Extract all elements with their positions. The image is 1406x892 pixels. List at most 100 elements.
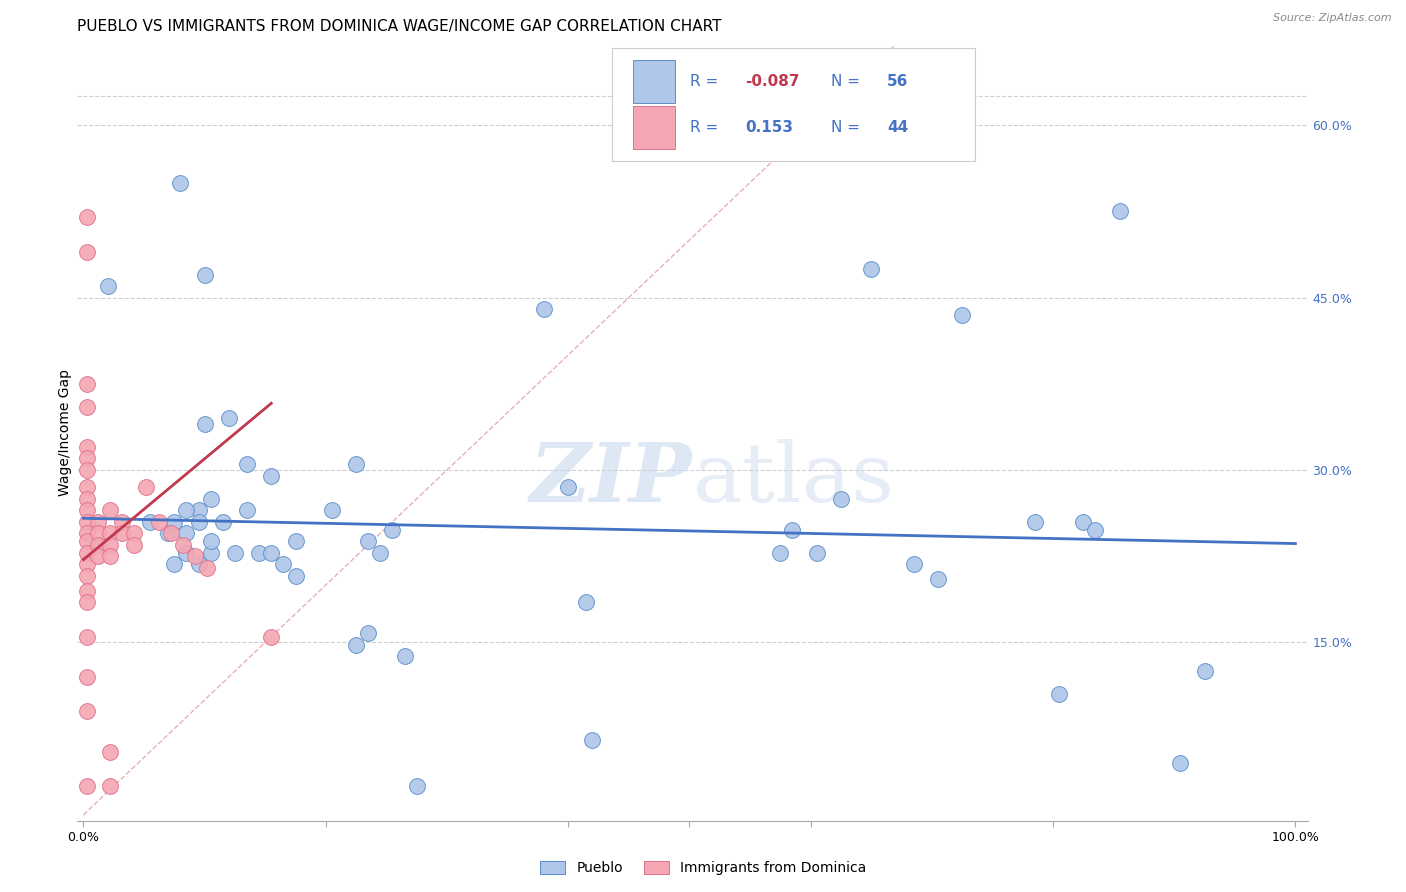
Text: atlas: atlas xyxy=(693,439,894,519)
Text: N =: N = xyxy=(831,74,865,89)
Point xyxy=(1073,515,1095,529)
Point xyxy=(1084,523,1107,537)
Point xyxy=(76,480,98,494)
Point xyxy=(157,526,180,541)
Point xyxy=(76,463,98,477)
Point xyxy=(163,515,186,529)
Point xyxy=(76,440,98,454)
Point xyxy=(1108,204,1130,219)
Point xyxy=(1168,756,1191,771)
Point xyxy=(224,546,246,560)
Point xyxy=(830,491,852,506)
Point xyxy=(176,546,198,560)
Point xyxy=(76,546,98,560)
Point xyxy=(76,558,98,572)
Point xyxy=(176,503,198,517)
Point xyxy=(195,560,218,574)
Point xyxy=(769,546,792,560)
Point xyxy=(111,526,134,541)
Point xyxy=(284,534,307,549)
Point xyxy=(1047,687,1070,701)
Text: Source: ZipAtlas.com: Source: ZipAtlas.com xyxy=(1274,13,1392,23)
Point xyxy=(76,400,98,414)
Point xyxy=(98,549,121,564)
Point xyxy=(76,630,98,644)
Point xyxy=(87,538,110,552)
Point xyxy=(76,534,98,549)
Point xyxy=(321,503,343,517)
Point xyxy=(860,261,883,276)
Point xyxy=(87,526,110,541)
Point xyxy=(98,538,121,552)
FancyBboxPatch shape xyxy=(634,106,675,149)
Point xyxy=(247,546,270,560)
Y-axis label: Wage/Income Gap: Wage/Income Gap xyxy=(58,369,72,496)
Point xyxy=(357,626,380,640)
Point xyxy=(194,417,217,431)
Point xyxy=(1194,664,1216,678)
Point xyxy=(950,308,973,322)
Point xyxy=(581,733,603,747)
Point xyxy=(394,649,416,664)
Point xyxy=(87,549,110,564)
Text: R =: R = xyxy=(690,120,723,136)
Point xyxy=(76,705,98,719)
FancyBboxPatch shape xyxy=(634,61,675,103)
Text: R =: R = xyxy=(690,74,723,89)
Point xyxy=(97,279,120,293)
Text: PUEBLO VS IMMIGRANTS FROM DOMINICA WAGE/INCOME GAP CORRELATION CHART: PUEBLO VS IMMIGRANTS FROM DOMINICA WAGE/… xyxy=(77,19,721,34)
Point xyxy=(184,549,207,564)
Point xyxy=(236,457,259,471)
Text: ZIP: ZIP xyxy=(530,439,693,519)
Point xyxy=(98,745,121,759)
Text: 44: 44 xyxy=(887,120,908,136)
Point xyxy=(124,526,146,541)
Point xyxy=(124,538,146,552)
Point xyxy=(176,526,198,541)
Point xyxy=(260,468,283,483)
Point xyxy=(76,595,98,609)
Point xyxy=(200,534,222,549)
Point xyxy=(200,491,222,506)
Point xyxy=(903,558,925,572)
Point xyxy=(575,595,598,609)
Point xyxy=(357,534,380,549)
Text: 0.153: 0.153 xyxy=(745,120,793,136)
Text: 56: 56 xyxy=(887,74,908,89)
Point xyxy=(76,583,98,598)
Point xyxy=(370,546,392,560)
Point xyxy=(806,546,828,560)
Point xyxy=(139,515,162,529)
Point xyxy=(76,244,98,259)
Point xyxy=(236,503,259,517)
Point xyxy=(187,558,209,572)
Point xyxy=(405,779,427,793)
Point xyxy=(187,515,209,529)
Point xyxy=(111,515,134,529)
Point xyxy=(172,538,194,552)
Point xyxy=(260,630,283,644)
Point xyxy=(284,568,307,582)
Point xyxy=(76,376,98,391)
Point xyxy=(76,779,98,793)
FancyBboxPatch shape xyxy=(613,48,976,161)
Point xyxy=(273,558,295,572)
Point xyxy=(218,411,240,425)
Point xyxy=(98,526,121,541)
Point xyxy=(76,210,98,224)
Point xyxy=(533,301,555,316)
Point xyxy=(87,515,110,529)
Point xyxy=(557,480,579,494)
Point xyxy=(194,268,217,282)
Legend: Pueblo, Immigrants from Dominica: Pueblo, Immigrants from Dominica xyxy=(534,855,872,880)
Point xyxy=(163,558,186,572)
Text: N =: N = xyxy=(831,120,865,136)
Point xyxy=(76,526,98,541)
Point xyxy=(76,503,98,517)
Point xyxy=(344,638,367,652)
Point xyxy=(200,546,222,560)
Point xyxy=(344,457,367,471)
Point xyxy=(169,176,191,190)
Point xyxy=(135,480,157,494)
Point xyxy=(1024,515,1046,529)
